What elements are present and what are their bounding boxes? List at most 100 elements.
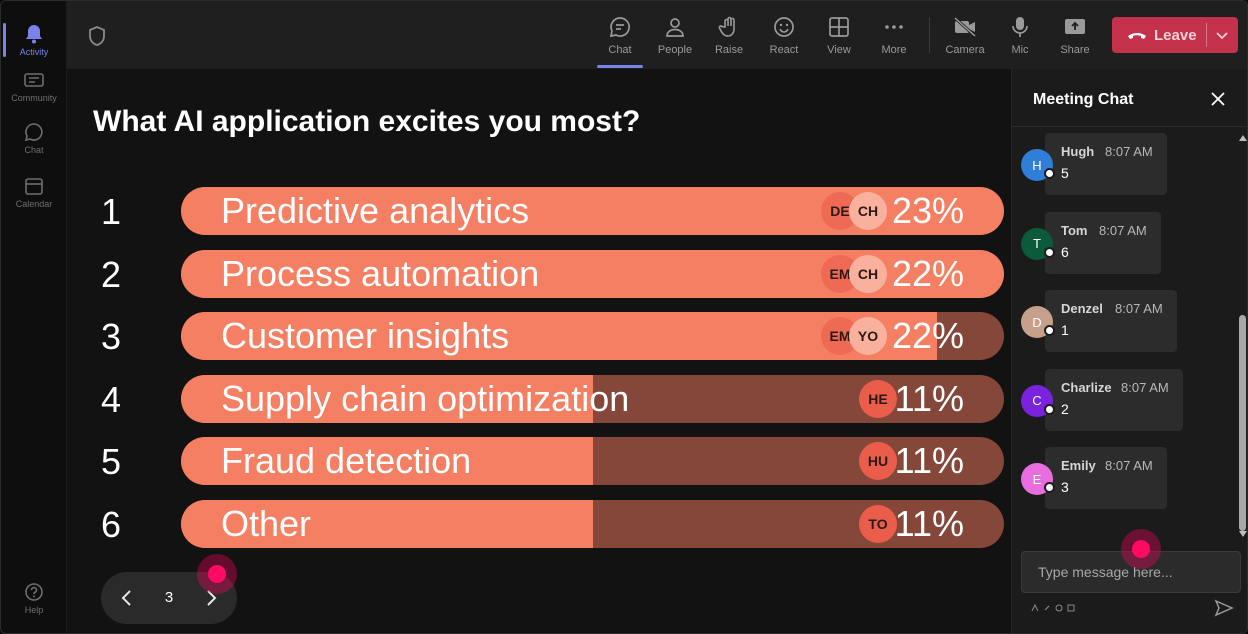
rail-item-label: Chat [24,145,44,155]
more-icon [882,15,906,39]
chat-message-list[interactable]: Hugh 8:07 AM 5 H Tom 8:07 AM 6 T Denzel 8:07 AM 1 D… [1012,129,1236,543]
chat-icon [608,15,632,39]
toolbar-button-label: View [827,44,851,56]
chat-message: Denzel 8:07 AM 1 D [1012,290,1236,354]
rail-item-label: Calendar [15,199,53,209]
emoji-icon[interactable] [1055,603,1063,613]
chat-scrollbar[interactable] [1236,129,1247,543]
chat-sender-name: Charlize [1061,379,1112,395]
presence-status-icon [1044,403,1055,415]
scroll-up-arrow-icon[interactable] [1239,135,1247,141]
format-icon[interactable] [1031,603,1039,613]
shield-icon[interactable] [87,25,107,47]
poll-option-bar: Fraud detection HU 11% [181,437,1004,485]
chat-message-bubble: Hugh 8:07 AM 5 [1045,133,1167,195]
poll-option-row: 5 Fraud detection HU 11% [67,437,1011,485]
chat-message-bubble: Denzel 8:07 AM 1 [1045,290,1177,352]
poll-option-rank: 6 [101,503,122,545]
hand-icon [717,15,741,39]
chat-message-text: 3 [1061,479,1069,495]
poll-option-percent: 11% [894,502,964,544]
rail-item-label: Help [24,605,44,615]
rail-item-calendar[interactable]: Calendar [1,167,67,217]
community-icon [23,69,45,91]
poll-option-row: 2 Process automation EM CH 22% [67,249,1011,298]
compose-toolbar [1031,603,1075,615]
cursor-indicator [197,554,237,594]
chevron-left-icon[interactable] [115,586,139,610]
poll-option-rank: 1 [101,191,122,232]
toolbar-raise-button[interactable]: Raise [704,11,754,61]
toolbar-button-label: Chat [608,44,632,56]
scroll-down-arrow-icon[interactable] [1239,531,1247,537]
toolbar-chat-button[interactable]: Chat [595,11,645,68]
poll-option-label: Other [221,502,312,544]
presence-status-icon [1044,325,1055,336]
poll-option-bar: Other TO 11% [181,499,1004,548]
voter-avatar: HE [859,379,897,418]
poll-option-fill [181,437,593,485]
poll-option-fill [181,374,593,423]
chevron-down-icon[interactable] [1212,25,1232,45]
poll-option-label: Supply chain optimization [221,377,630,419]
close-icon[interactable] [1210,91,1226,107]
send-icon[interactable] [1214,599,1234,617]
rail-item-help[interactable]: Help [1,573,67,623]
chat-timestamp: 8:07 AM [1115,301,1163,316]
chat-timestamp: 8:07 AM [1105,144,1153,159]
poll-option-label: Predictive analytics [221,190,530,231]
bell-icon [23,23,45,45]
toolbar-people-button[interactable]: People [650,11,700,61]
chat-header: Meeting Chat [1012,69,1247,127]
toolbar-button-label: Camera [945,44,985,56]
leave-button[interactable]: Leave [1112,17,1238,53]
smile-icon [772,15,796,39]
chat-message-bubble: Tom 8:07 AM 6 [1045,211,1161,274]
voter-avatar: TO [859,504,897,543]
toolbar-view-button[interactable]: View [814,11,864,61]
meeting-toolbar: Chat People Raise React View [67,1,1247,69]
poll-option-percent: 22% [891,252,964,294]
avatar[interactable]: T [1021,227,1053,260]
chat-message-input[interactable] [1022,552,1240,592]
poll-option-row: 3 Customer insights EM YO 22% [67,312,1011,360]
poll-option-bar: Process automation EM CH 22% [181,249,1004,298]
chat-message-text: 2 [1061,400,1069,417]
chat-compose-box [1021,551,1241,593]
poll-option-percent: 11% [894,440,964,481]
chat-timestamp: 8:07 AM [1121,379,1169,395]
attach-icon[interactable] [1043,603,1051,613]
rail-item-label: Activity [19,47,49,57]
toolbar-button-label: Mic [1011,44,1029,56]
cursor-indicator [1121,529,1161,569]
chat-timestamp: 8:07 AM [1105,458,1153,473]
toolbar-divider [929,17,930,53]
chat-message: Charlize 8:07 AM 2 C [1012,368,1236,433]
toolbar-mic-button[interactable]: Mic [995,11,1045,61]
grid-icon [827,15,851,39]
poll-option-row: 6 Other TO 11% [67,499,1011,548]
scrollbar-thumb[interactable] [1239,315,1246,531]
toolbar-react-button[interactable]: React [759,11,809,61]
poll-question: What AI application excites you most? [93,105,641,138]
gif-icon[interactable] [1067,603,1075,613]
poll-option-row: 4 Supply chain optimization HE 11% [67,374,1011,423]
poll-option-rank: 5 [101,441,122,482]
camera-off-icon [953,15,977,39]
chat-message-text: 5 [1061,165,1069,181]
rail-item-community[interactable]: Community [1,61,67,111]
rail-item-activity[interactable]: Activity [1,15,67,65]
mic-icon [1008,15,1032,39]
poll-option-bar: Supply chain optimization HE 11% [181,374,1004,423]
toolbar-more-button[interactable]: More [869,11,919,61]
poll-option-bar: Customer insights EM YO 22% [181,312,1004,360]
toolbar-share-button[interactable]: Share [1050,11,1100,61]
rail-item-chat[interactable]: Chat [1,113,67,163]
leave-button-label: Leave [1154,26,1197,44]
chevron-right-icon[interactable] [199,586,223,610]
toolbar-button-label: More [881,44,907,56]
poll-option-fill [181,312,937,360]
meeting-chat-panel: Meeting Chat Hugh 8:07 AM 5 H Tom 8:07 AM 6 T De… [1011,69,1247,633]
toolbar-camera-button[interactable]: Camera [940,11,990,61]
